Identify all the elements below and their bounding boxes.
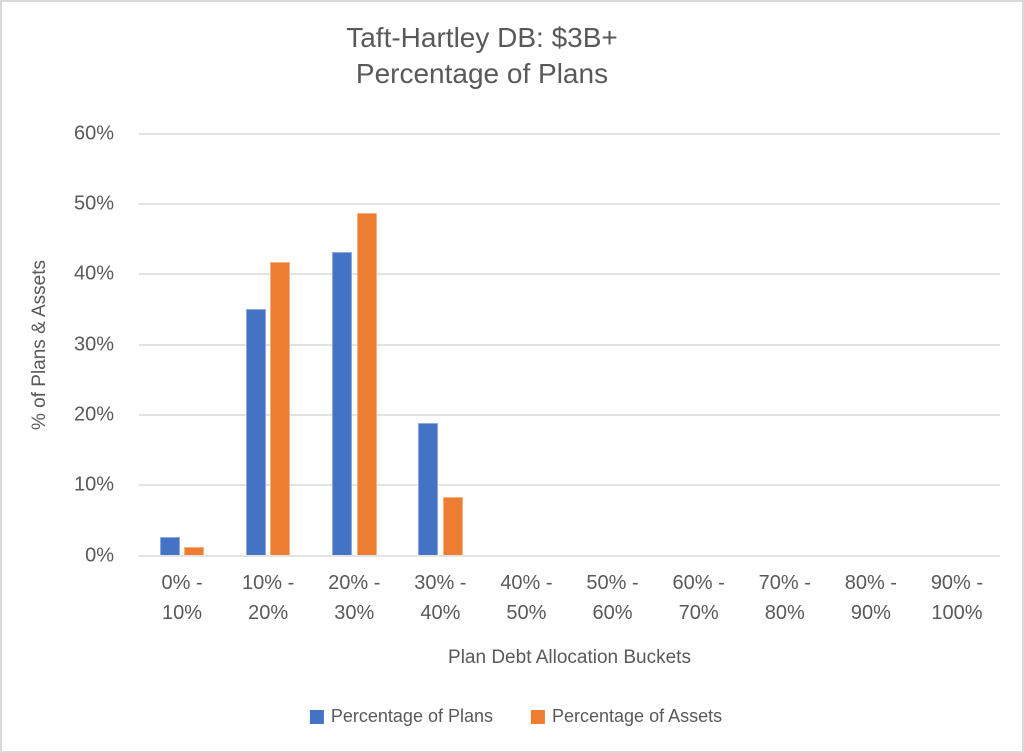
y-axis-tick-label: 10% bbox=[73, 473, 114, 496]
y-axis-tick-label: 30% bbox=[73, 333, 114, 355]
legend-label-assets: Percentage of Assets bbox=[552, 706, 723, 726]
gridline bbox=[139, 273, 1000, 276]
x-axis-category-label: 50% -60% bbox=[586, 572, 639, 624]
legend-label-plans: Percentage of Plans bbox=[330, 706, 493, 726]
y-axis-tick-label: 0% bbox=[85, 544, 114, 566]
assets-series-swatch-icon bbox=[531, 709, 545, 724]
gridline bbox=[139, 202, 1000, 205]
x-axis-category-label: 30% -40% bbox=[414, 572, 467, 624]
x-axis-category-label: 10% -20% bbox=[242, 572, 295, 624]
gridline bbox=[139, 554, 1000, 557]
chart-title-line-2: Percentage of Plans bbox=[355, 58, 609, 89]
y-axis-tick-label: 60% bbox=[73, 122, 114, 144]
bar-percentage-of-plans bbox=[418, 422, 439, 556]
bar-percentage-of-assets bbox=[356, 212, 377, 556]
bar-percentage-of-assets bbox=[184, 547, 205, 556]
x-axis-category-label: 80% -90% bbox=[844, 572, 897, 624]
y-axis-tick-label: 40% bbox=[73, 262, 114, 285]
gridline bbox=[139, 484, 1000, 487]
gridline bbox=[139, 132, 1000, 135]
gridline bbox=[139, 413, 1000, 416]
y-axis-tick-label: 20% bbox=[73, 403, 114, 426]
x-axis-category-label: 90% -100% bbox=[930, 572, 984, 624]
x-axis-category-label: 20% -30% bbox=[328, 572, 381, 624]
x-axis-title: Plan Debt Allocation Buckets bbox=[448, 647, 691, 668]
legend: Percentage of Plans Percentage of Assets bbox=[309, 706, 722, 727]
y-axis-title: % of Plans & Assets bbox=[29, 259, 50, 431]
bar-percentage-of-plans bbox=[245, 308, 266, 556]
bar-percentage-of-assets bbox=[442, 497, 463, 556]
gridline bbox=[139, 343, 1000, 346]
y-axis-tick-label: 50% bbox=[73, 192, 114, 215]
x-axis-category-label: 40% -50% bbox=[500, 572, 553, 624]
plans-series-swatch-icon bbox=[309, 709, 324, 724]
legend-entry-assets: Percentage of Assets bbox=[531, 706, 722, 727]
chart-title-line-1: Taft-Hartley DB: $3B+ bbox=[346, 22, 618, 53]
legend-entry-plans: Percentage of Plans bbox=[309, 706, 493, 727]
x-axis-category-label: 0% -10% bbox=[161, 572, 203, 624]
x-axis-category-label: 70% -80% bbox=[758, 572, 811, 624]
bar-percentage-of-assets bbox=[270, 261, 291, 556]
bar-percentage-of-plans bbox=[332, 251, 352, 556]
bar-percentage-of-plans bbox=[159, 536, 180, 556]
x-axis-category-label: 60% -70% bbox=[672, 572, 725, 624]
chart-title: Taft-Hartley DB: $3B+ Percentage of Plan… bbox=[2, 20, 962, 92]
